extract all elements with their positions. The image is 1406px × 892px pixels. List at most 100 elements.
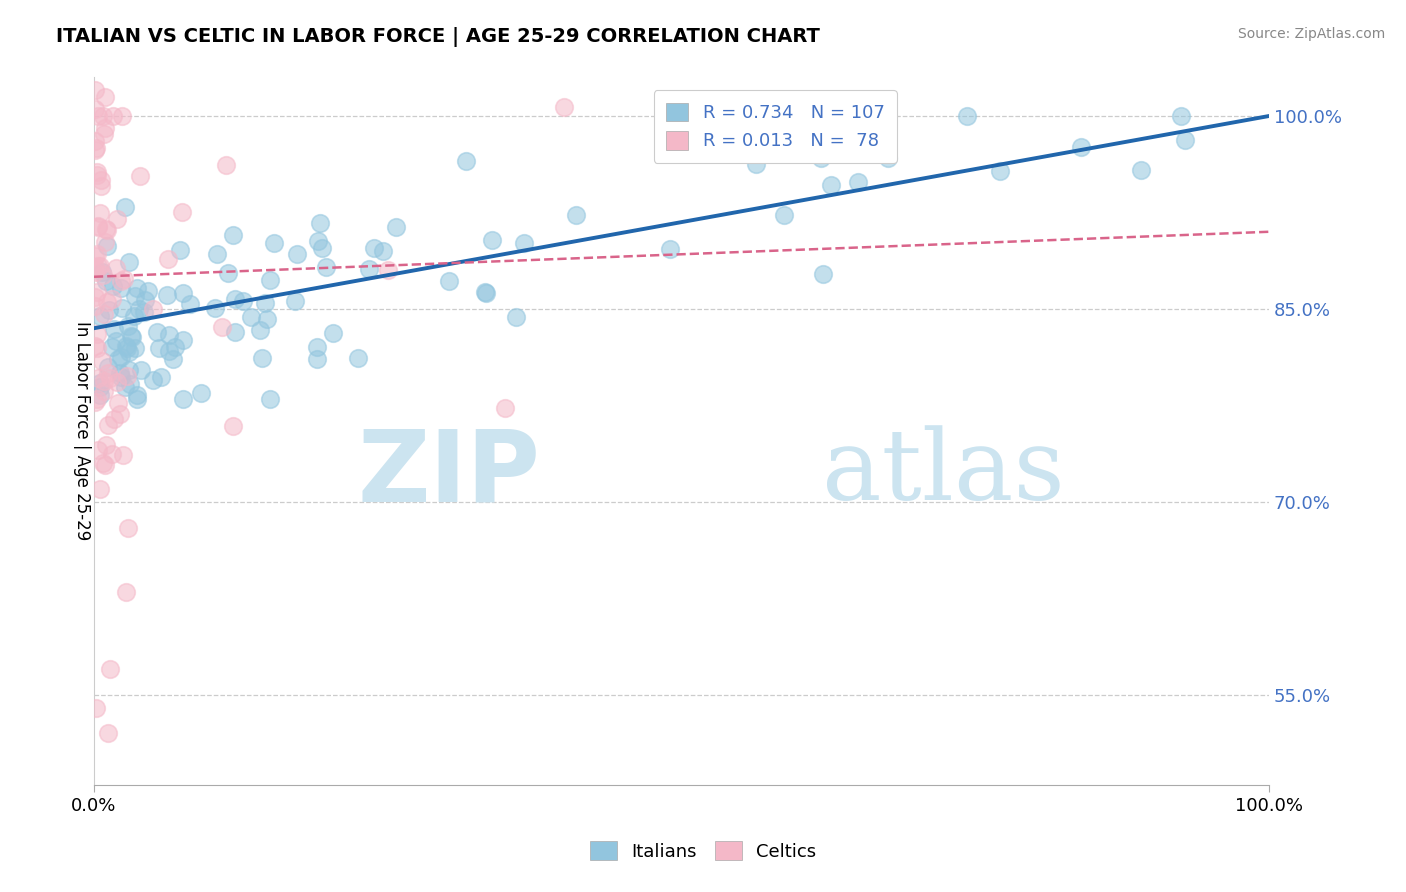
Point	[84, 299, 107, 313]
Point	[132, 305, 155, 319]
Point	[146, 325, 169, 339]
Point	[745, 157, 768, 171]
Point	[97, 366, 120, 380]
Point	[115, 339, 138, 353]
Point	[96, 294, 118, 309]
Point	[84, 338, 107, 352]
Point	[84, 102, 107, 116]
Point	[86, 392, 108, 407]
Point	[86, 285, 108, 300]
Point	[84, 141, 107, 155]
Point	[89, 310, 111, 324]
Point	[207, 246, 229, 260]
Point	[121, 330, 143, 344]
Point	[94, 222, 117, 236]
Point	[98, 370, 121, 384]
Point	[94, 89, 117, 103]
Point	[105, 334, 128, 348]
Text: ZIP: ZIP	[357, 425, 540, 522]
Point	[988, 163, 1011, 178]
Point	[86, 220, 108, 235]
Point	[110, 274, 132, 288]
Point	[172, 333, 194, 347]
Point	[876, 151, 898, 165]
Point	[224, 325, 246, 339]
Point	[811, 267, 834, 281]
Text: Source: ZipAtlas.com: Source: ZipAtlas.com	[1237, 27, 1385, 41]
Point	[93, 127, 115, 141]
Point	[117, 318, 139, 333]
Point	[481, 233, 503, 247]
Point	[820, 178, 842, 193]
Point	[91, 265, 114, 279]
Point	[111, 109, 134, 123]
Point	[315, 260, 337, 274]
Point	[91, 109, 114, 123]
Point	[439, 274, 461, 288]
Point	[101, 279, 124, 293]
Point	[120, 328, 142, 343]
Point	[1070, 140, 1092, 154]
Point	[103, 109, 125, 123]
Point	[217, 266, 239, 280]
Point	[284, 294, 307, 309]
Point	[86, 109, 108, 123]
Point	[91, 268, 114, 282]
Point	[96, 222, 118, 236]
Y-axis label: In Labor Force | Age 25-29: In Labor Force | Age 25-29	[73, 321, 91, 541]
Point	[94, 438, 117, 452]
Point	[84, 83, 107, 97]
Point	[86, 165, 108, 179]
Point	[84, 265, 107, 279]
Point	[222, 228, 245, 243]
Point	[89, 259, 111, 273]
Point	[256, 312, 278, 326]
Point	[127, 280, 149, 294]
Point	[222, 419, 245, 434]
Point	[115, 369, 138, 384]
Point	[93, 307, 115, 321]
Point	[93, 374, 115, 388]
Point	[93, 384, 115, 398]
Point	[105, 375, 128, 389]
Point	[494, 401, 516, 415]
Point	[86, 341, 108, 355]
Point	[142, 301, 165, 316]
Point	[94, 458, 117, 472]
Point	[107, 211, 129, 226]
Point	[84, 260, 107, 275]
Point	[114, 380, 136, 394]
Point	[371, 244, 394, 258]
Point	[810, 151, 832, 165]
Point	[90, 179, 112, 194]
Point	[156, 288, 179, 302]
Point	[84, 134, 107, 148]
Point	[96, 239, 118, 253]
Point	[127, 387, 149, 401]
Point	[285, 247, 308, 261]
Point	[98, 302, 121, 317]
Point	[118, 345, 141, 359]
Point	[240, 310, 263, 325]
Point	[114, 585, 136, 599]
Point	[169, 243, 191, 257]
Point	[232, 293, 254, 308]
Point	[129, 363, 152, 377]
Point	[129, 169, 152, 183]
Point	[308, 216, 330, 230]
Point	[565, 208, 588, 222]
Point	[87, 259, 110, 273]
Point	[115, 341, 138, 355]
Point	[250, 351, 273, 365]
Point	[112, 448, 135, 462]
Point	[103, 322, 125, 336]
Point	[108, 366, 131, 380]
Point	[118, 377, 141, 392]
Point	[307, 234, 329, 248]
Point	[659, 242, 682, 256]
Point	[505, 310, 527, 325]
Point	[204, 301, 226, 315]
Point	[107, 351, 129, 366]
Point	[100, 447, 122, 461]
Point	[101, 292, 124, 306]
